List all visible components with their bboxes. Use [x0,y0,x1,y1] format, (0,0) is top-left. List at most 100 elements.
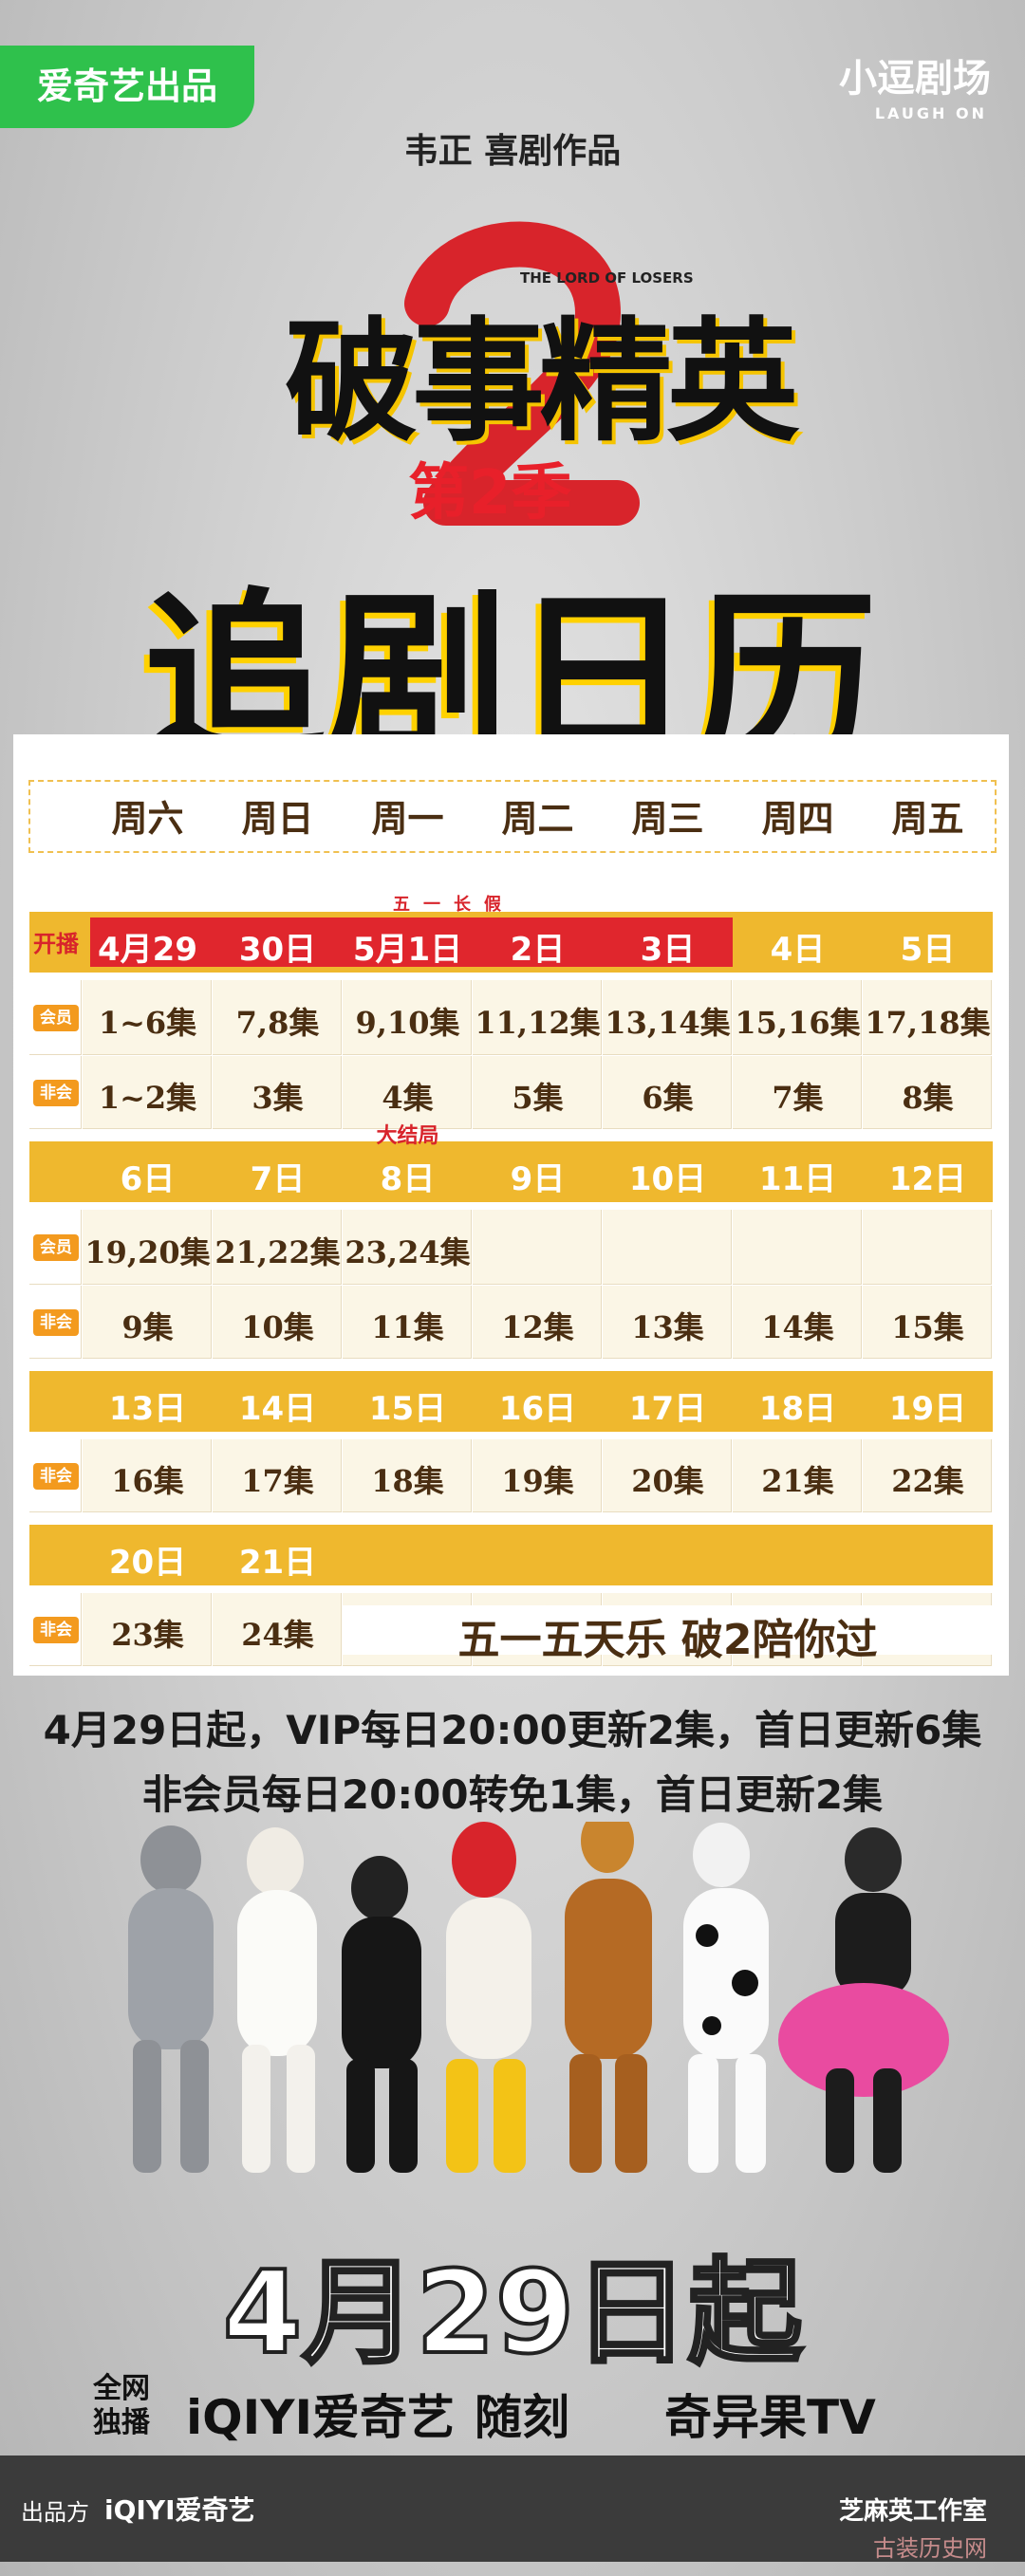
logo-sub: LAUGH ON [874,104,987,122]
label-cell [29,1593,82,1666]
cell [733,1439,862,1512]
episode: 19集 [501,1463,574,1499]
row-label: 会员 [33,1005,79,1031]
cell [343,1056,472,1129]
date: 30日 [238,931,317,969]
episode: 13集 [631,1309,704,1345]
weekday: 周六 [111,798,184,840]
cell [733,980,862,1055]
row-label: 非会员 [33,1309,79,1359]
weekday: 周一 [371,798,444,840]
date: 15日 [368,1390,447,1428]
date: 5月1日 [352,931,463,969]
cell [603,1210,732,1285]
weekday-header [28,780,997,853]
cell [603,980,732,1055]
episode: 15,16集 [735,1005,861,1041]
episode: 23,24集 [345,1234,471,1270]
note: 4月29日起，VIP每日20:00更新2集，首日更新6集 [43,1707,982,1753]
weekday: 周二 [501,798,574,840]
cell [733,1286,862,1359]
episode: 7集 [772,1080,824,1116]
episode: 21集 [761,1463,834,1499]
episode: 9,10集 [355,1005,460,1041]
date: 20日 [108,1544,187,1582]
episode: 17集 [241,1463,314,1499]
date: 11日 [758,1160,837,1198]
watermark: 古装历史网 [873,2535,987,2562]
date: 10日 [628,1160,707,1198]
cell [473,1056,602,1129]
episode: 20集 [631,1463,704,1499]
weekday: 周四 [761,798,834,840]
show-title-en: THE LORD OF LOSERS [520,269,694,287]
weekday: 周三 [631,798,704,840]
cell [473,1210,602,1285]
date-row [29,1141,993,1202]
date: 18日 [758,1390,837,1428]
date-row [29,1525,993,1585]
cell [213,980,342,1055]
episode: 7,8集 [235,1005,320,1041]
label-cell [29,1439,82,1512]
cell [83,1593,212,1666]
episode: 18集 [371,1463,444,1499]
slogan: 五一五天乐 破2陪你过 [343,1605,993,1664]
date: 12日 [888,1160,967,1198]
episode: 11集 [371,1309,444,1345]
cell [733,1056,862,1129]
credit: 韦正 喜剧作品 [403,132,622,171]
logo-name: 小逗剧场 [839,57,991,101]
launch-label: 开播 [33,931,79,957]
cell [213,1439,342,1512]
cell [213,1056,342,1129]
row-label: 非会员 [33,1617,79,1666]
holiday-band [90,917,733,967]
date: 6日 [120,1160,176,1198]
platform: iQIYI爱奇艺 [186,2390,456,2445]
cell [83,1056,212,1129]
cell [213,1210,342,1285]
start-date: 4月29日起 [221,2246,805,2381]
episode: 21,22集 [214,1234,341,1270]
cell [863,1210,992,1285]
date: 14日 [238,1390,317,1428]
date: 2日 [510,931,566,969]
finale-label: 大结局 [376,1124,439,1148]
season: 第2季 [408,458,572,528]
row-label: 非会员 [33,1463,79,1512]
date: 17日 [628,1390,707,1428]
label-cell [29,1056,82,1129]
producer: iQIYI爱奇艺 [104,2494,255,2526]
date: 16日 [498,1390,577,1428]
episode: 13,14集 [605,1005,731,1041]
episode: 9集 [121,1309,174,1345]
date: 7日 [250,1160,306,1198]
weekday: 周日 [241,798,314,840]
episode: 5集 [512,1080,564,1116]
episode: 6集 [642,1080,694,1116]
badge: 爱奇艺出品 [0,46,254,128]
row-label: 会员 [33,1234,79,1261]
cell [863,980,992,1055]
episode: 4集 [382,1080,434,1116]
episode: 19,20集 [84,1234,211,1270]
cell [603,1286,732,1359]
label-cell [29,1210,82,1285]
date: 9日 [510,1160,566,1198]
cell [473,980,602,1055]
episode: 24集 [241,1617,314,1653]
episode: 15集 [891,1309,964,1345]
cell [603,1439,732,1512]
episode: 3集 [252,1080,304,1116]
note: 非会员每日20:00转免1集，首日更新2集 [141,1771,884,1818]
producer-label: 出品方 [21,2499,89,2526]
date: 5日 [900,931,956,969]
cell [343,1210,472,1285]
calendar-panel [13,734,1009,1676]
cell [863,1056,992,1129]
episode: 17,18集 [865,1005,991,1041]
platform-label: 全网独播 [93,2372,150,2439]
cell [83,1439,212,1512]
